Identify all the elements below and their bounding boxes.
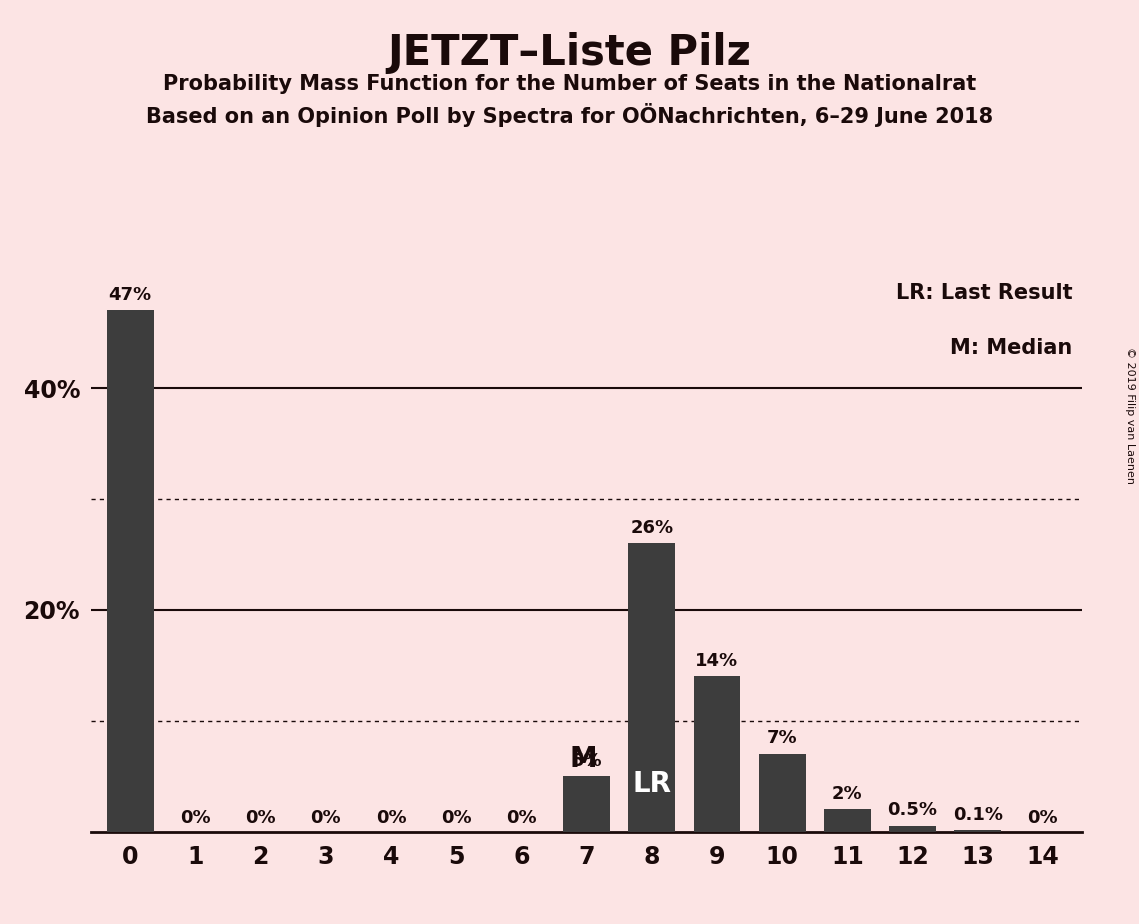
Bar <box>629 543 675 832</box>
Text: 0%: 0% <box>441 809 472 827</box>
Bar <box>563 776 611 832</box>
Text: 47%: 47% <box>108 286 151 304</box>
Text: © 2019 Filip van Laenen: © 2019 Filip van Laenen <box>1125 347 1134 484</box>
Text: 7%: 7% <box>767 729 797 748</box>
Text: 0%: 0% <box>506 809 536 827</box>
Bar <box>759 754 805 832</box>
Text: Based on an Opinion Poll by Spectra for OÖNachrichten, 6–29 June 2018: Based on an Opinion Poll by Spectra for … <box>146 103 993 128</box>
Text: M: Median: M: Median <box>950 338 1072 359</box>
Bar <box>107 310 154 832</box>
Text: 0.1%: 0.1% <box>952 806 1002 824</box>
Text: 0%: 0% <box>311 809 341 827</box>
Bar <box>890 826 936 832</box>
Text: 26%: 26% <box>630 518 673 537</box>
Text: 0%: 0% <box>1027 809 1058 827</box>
Text: 0%: 0% <box>180 809 211 827</box>
Text: 0%: 0% <box>376 809 407 827</box>
Text: LR: Last Result: LR: Last Result <box>895 283 1072 303</box>
Text: M: M <box>570 745 597 772</box>
Bar <box>954 831 1001 832</box>
Text: LR: LR <box>632 771 671 798</box>
Text: 0.5%: 0.5% <box>887 801 937 820</box>
Text: 0%: 0% <box>245 809 276 827</box>
Text: 2%: 2% <box>833 784 862 803</box>
Text: Probability Mass Function for the Number of Seats in the Nationalrat: Probability Mass Function for the Number… <box>163 74 976 94</box>
Text: JETZT–Liste Pilz: JETZT–Liste Pilz <box>387 32 752 74</box>
Bar <box>694 676 740 832</box>
Text: 5%: 5% <box>572 751 601 770</box>
Bar <box>823 809 871 832</box>
Text: 14%: 14% <box>696 651 738 670</box>
